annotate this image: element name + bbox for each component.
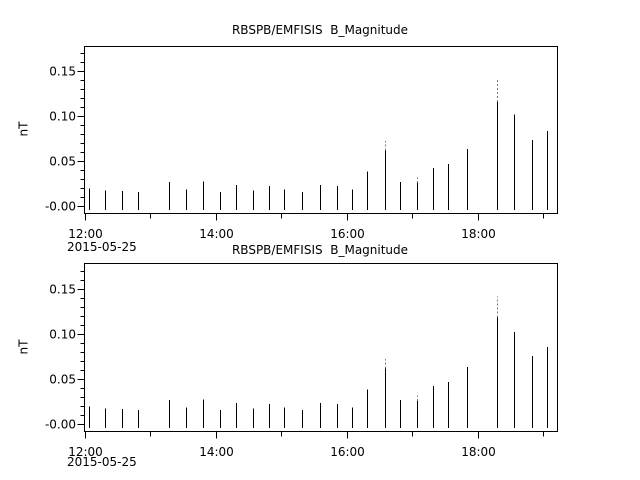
panel1-x-tick-label: 14:00: [199, 227, 234, 241]
panel2-x-tick-label: 14:00: [199, 445, 234, 459]
panel2-y-tick-label: 0.15: [49, 283, 76, 297]
panel2-plot-box: [84, 263, 558, 432]
panel1-x-tick-label: 18:00: [461, 227, 496, 241]
panel2-x-tick-label: 12:00: [68, 445, 103, 459]
panel1-y-tick-label: 0.10: [49, 110, 76, 124]
panel2-y-axis-label: nT: [16, 339, 31, 355]
panel2-x-tick-label: 18:00: [461, 445, 496, 459]
panel2-y-tick-label: -0.00: [45, 418, 76, 432]
panel2-start-date-label: 2015-05-25: [67, 455, 137, 469]
panel2-title: RBSPB/EMFISIS B_Magnitude: [231, 243, 409, 257]
panel1-y-tick-label: 0.05: [49, 155, 76, 169]
panel1-y-axis-label: nT: [16, 121, 31, 137]
panel2-y-tick-label: 0.05: [49, 373, 76, 387]
panel1-y-tick-label: 0.15: [49, 65, 76, 79]
panel1-title: RBSPB/EMFISIS B_Magnitude: [231, 23, 409, 37]
panel1-x-tick-label: 16:00: [330, 227, 365, 241]
panel1-y-tick-label: -0.00: [45, 200, 76, 214]
panel2-y-tick-label: 0.10: [49, 328, 76, 342]
panel1-start-date-label: 2015-05-25: [67, 240, 137, 254]
panel1-plot-box: [84, 46, 558, 214]
panel2-x-tick-label: 16:00: [330, 445, 365, 459]
panel1-x-tick-label: 12:00: [68, 227, 103, 241]
